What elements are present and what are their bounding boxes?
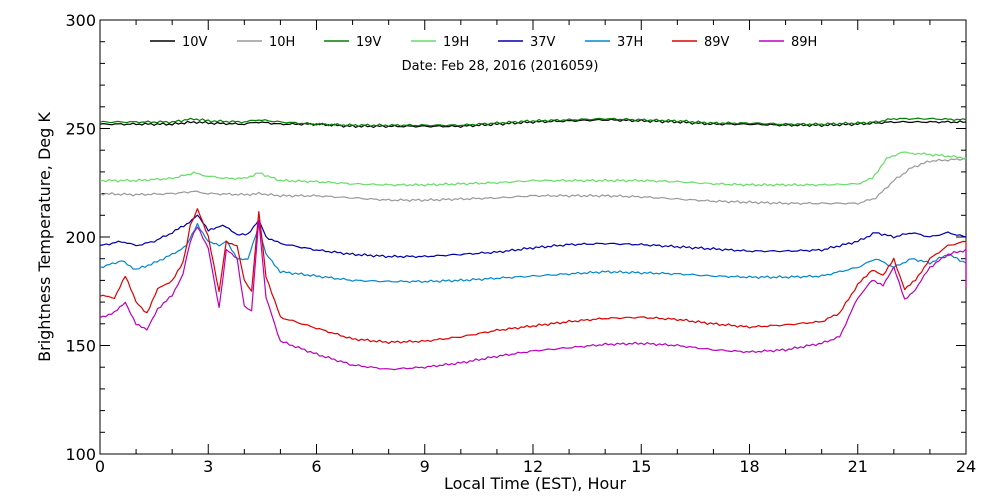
x-tick-label: 9: [420, 457, 430, 476]
x-tick-label: 15: [631, 457, 651, 476]
axis-ticks: 0 3 6 9 12 15 18 21 24 100 150 200 250 300: [65, 11, 976, 476]
legend-label: 10H: [269, 35, 295, 50]
x-axis-title: Local Time (EST), Hour: [444, 474, 626, 493]
legend: 10V 10H 19V 19H 37V 37H 89V 89H: [150, 35, 817, 50]
y-tick-label: 300: [65, 11, 96, 30]
series-line-37v: [99, 214, 967, 259]
legend-label: 89V: [704, 35, 730, 50]
legend-label: 19H: [443, 35, 469, 50]
y-tick-label: 150: [65, 337, 96, 356]
series-line-89v: [99, 208, 967, 345]
series-line-19h: [99, 151, 967, 187]
y-tick-label: 100: [65, 445, 96, 464]
y-tick-label: 250: [65, 120, 96, 139]
series-line-37h: [99, 222, 967, 284]
series-line-89h: [99, 219, 967, 371]
x-tick-label: 12: [523, 457, 543, 476]
x-tick-label: 6: [311, 457, 321, 476]
legend-label: 19V: [356, 35, 382, 50]
legend-label: 37V: [530, 35, 556, 50]
series-line-10v: [99, 118, 967, 128]
plot-frame: [99, 19, 967, 455]
x-tick-label: 0: [95, 457, 105, 476]
y-tick-label: 200: [65, 228, 96, 247]
legend-label: 10V: [182, 35, 208, 50]
series-line-19v: [99, 117, 967, 128]
x-tick-label: 18: [739, 457, 759, 476]
series-line-10h: [99, 158, 966, 205]
legend-label: 37H: [617, 35, 643, 50]
legend-label: 89H: [791, 35, 817, 50]
y-axis-title: Brightness Temperature, Deg K: [35, 112, 54, 362]
series-lines: [99, 117, 967, 371]
x-tick-label: 24: [956, 457, 976, 476]
x-tick-label: 3: [203, 457, 213, 476]
date-annotation: Date: Feb 28, 2016 (2016059): [402, 59, 599, 74]
x-tick-label: 21: [848, 457, 868, 476]
